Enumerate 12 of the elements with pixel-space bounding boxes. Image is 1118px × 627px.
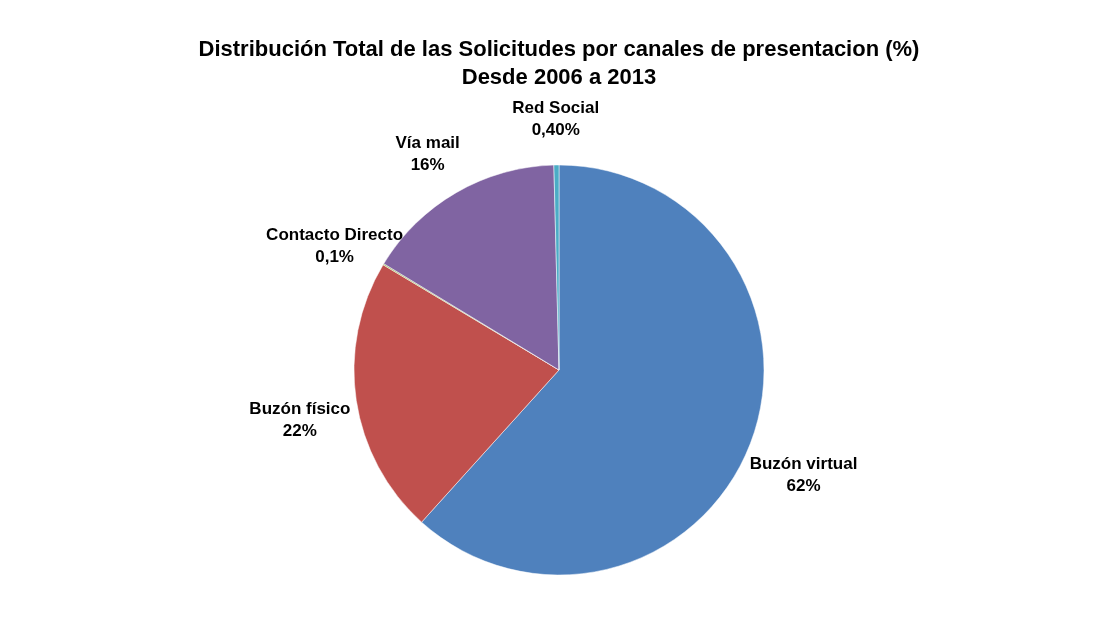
slice-label: Vía mail bbox=[395, 133, 460, 153]
slice-label: Contacto Directo bbox=[266, 224, 404, 244]
slice-label: Buzón virtual bbox=[749, 454, 858, 474]
slice-label: Red Social bbox=[512, 98, 600, 118]
chart-subtitle: Desde 2006 a 2013 bbox=[461, 64, 657, 90]
chart-title: Distribución Total de las Solicitudes por canales de presentacion (%) bbox=[198, 36, 920, 62]
slice-label: Buzón físico bbox=[249, 398, 351, 418]
data-label: 0,1% bbox=[315, 246, 354, 266]
data-label: 22% bbox=[282, 420, 317, 440]
data-label: 0,40% bbox=[531, 120, 580, 140]
data-label: 16% bbox=[410, 155, 445, 175]
data-label: 62% bbox=[786, 476, 821, 496]
